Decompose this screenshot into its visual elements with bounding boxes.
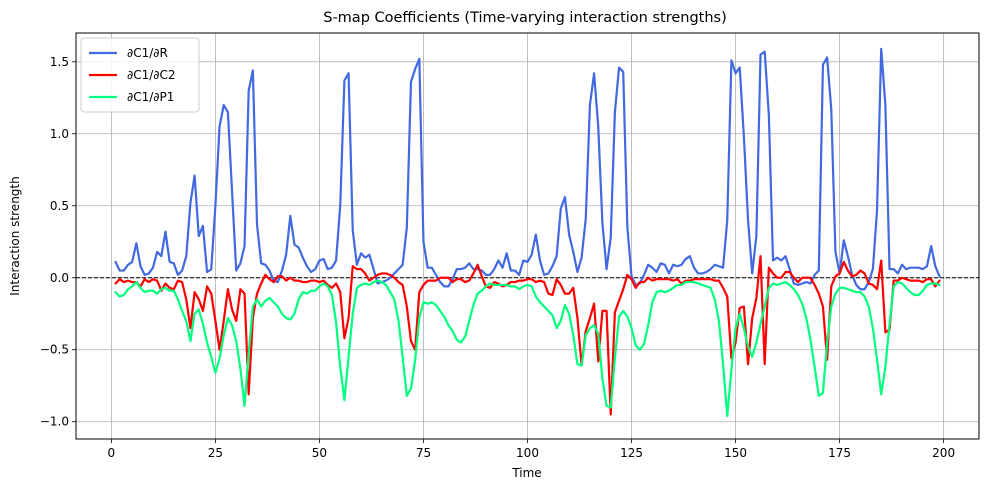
legend-label: ∂C1/∂R	[127, 46, 168, 60]
x-tick-label: 50	[312, 446, 327, 460]
legend-label: ∂C1/∂C2	[127, 68, 175, 82]
y-axis-ticks: −1.0 −0.5 0.0 0.5 1.0 1.5	[40, 55, 76, 429]
x-axis-label: Time	[511, 466, 541, 480]
y-tick-label: 0.0	[50, 271, 69, 285]
legend: ∂C1/∂R ∂C1/∂C2 ∂C1/∂P1	[80, 37, 200, 113]
x-axis-ticks: 0 25 50 75 100 125 150 175 200	[108, 439, 955, 460]
y-tick-label: 1.0	[50, 127, 69, 141]
x-tick-label: 0	[108, 446, 116, 460]
series-line-1	[114, 47, 941, 291]
x-tick-label: 175	[828, 446, 851, 460]
x-tick-label: 200	[932, 446, 955, 460]
y-tick-label: −0.5	[40, 343, 69, 357]
y-tick-label: −1.0	[40, 415, 69, 429]
x-tick-label: 100	[516, 446, 539, 460]
y-axis-label: Interaction strength	[8, 176, 22, 295]
series-group	[114, 47, 941, 418]
x-tick-label: 150	[724, 446, 747, 460]
legend-box	[80, 37, 200, 113]
chart-title: S-map Coefficients (Time-varying interac…	[323, 10, 727, 26]
series-line-3	[114, 279, 941, 418]
legend-label: ∂C1/∂P1	[127, 90, 174, 104]
x-tick-label: 25	[208, 446, 223, 460]
x-tick-label: 125	[620, 446, 643, 460]
y-tick-label: 1.5	[50, 55, 69, 69]
x-tick-label: 75	[416, 446, 431, 460]
y-tick-label: 0.5	[50, 199, 69, 213]
